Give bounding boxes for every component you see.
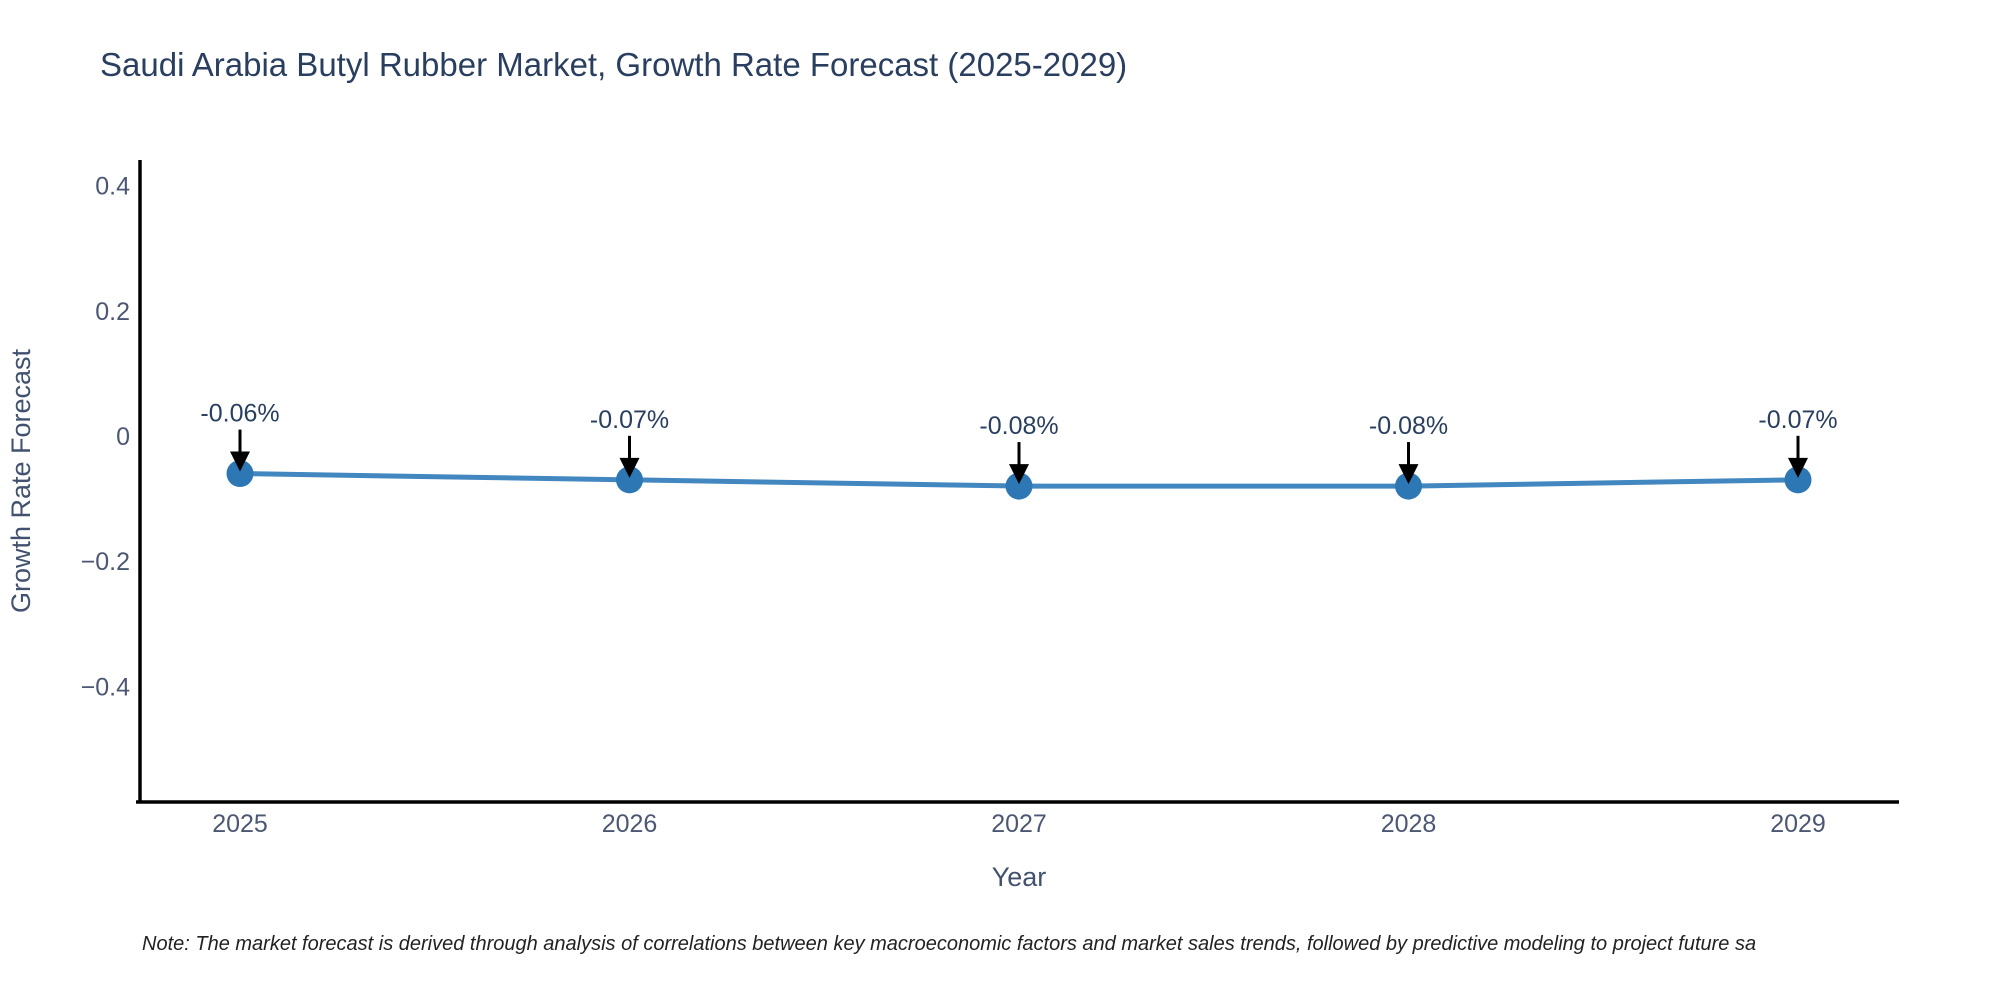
chart-title: Saudi Arabia Butyl Rubber Market, Growth…	[100, 46, 1128, 83]
point-annotation-label: -0.07%	[590, 406, 669, 434]
y-tick-label: −0.4	[81, 673, 130, 701]
y-tick-label: 0	[116, 423, 130, 451]
x-tick-label: 2029	[1770, 810, 1826, 838]
y-tick-label: 0.2	[95, 298, 130, 326]
y-tick-label: −0.2	[81, 548, 130, 576]
x-axis-title: Year	[992, 862, 1047, 892]
y-tick-label: 0.4	[95, 173, 130, 201]
annotation-arrow-head	[230, 451, 250, 472]
data-point	[616, 466, 643, 494]
x-tick-label: 2027	[991, 810, 1047, 838]
x-tick-label: 2025	[212, 810, 268, 838]
line-series	[226, 460, 1812, 500]
data-point	[1395, 472, 1422, 500]
data-point	[1005, 472, 1033, 500]
annotation-arrow-head	[1788, 457, 1808, 478]
annotation-arrow-head	[1398, 464, 1419, 485]
x-tick-label: 2026	[602, 810, 658, 838]
point-annotation-label: -0.08%	[979, 412, 1058, 440]
y-axis-title: Growth Rate Forecast	[6, 348, 36, 613]
data-point	[226, 460, 254, 488]
point-annotations: -0.06% -0.07% -0.08% -0.08% -0.07%	[200, 400, 1838, 485]
annotation-arrow-head	[1009, 464, 1029, 485]
point-annotation-label: -0.06%	[200, 400, 279, 428]
point-annotation-label: -0.08%	[1369, 412, 1448, 440]
y-axis-tick-labels: 0.4 0.2 0 −0.2 −0.4	[81, 173, 130, 702]
data-point	[1784, 466, 1812, 494]
point-annotation-label: -0.07%	[1758, 406, 1837, 434]
x-tick-label: 2028	[1381, 810, 1437, 838]
annotation-arrow-head	[619, 457, 640, 478]
chart-footnote: Note: The market forecast is derived thr…	[142, 933, 1757, 955]
x-axis-tick-labels: 2025 2026 2027 2028 2029	[212, 810, 1826, 838]
